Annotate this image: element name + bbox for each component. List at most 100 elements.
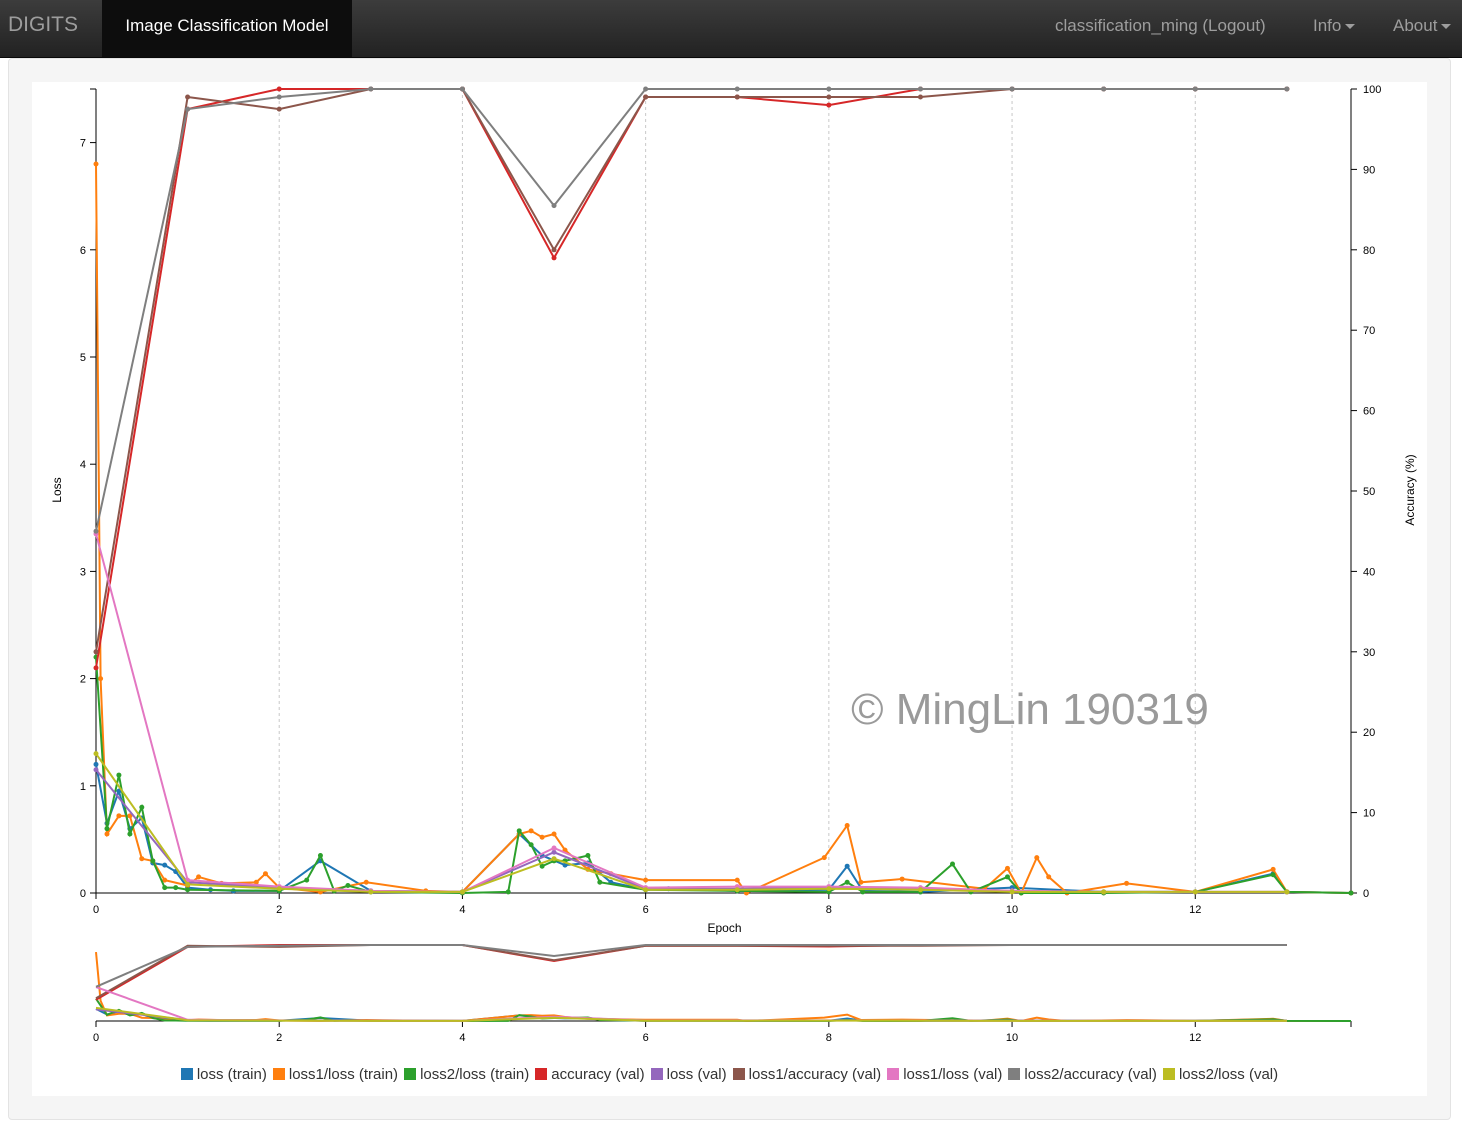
y-left-tick-label: 1 — [80, 781, 86, 793]
data-point — [734, 94, 740, 100]
data-point — [528, 828, 534, 834]
data-point — [1009, 889, 1015, 895]
info-menu-label: Info — [1313, 16, 1342, 35]
x-tick-label: 12 — [1189, 904, 1201, 916]
data-point — [185, 881, 191, 887]
data-point — [116, 788, 122, 794]
legend-item[interactable]: loss (val) — [650, 1066, 727, 1083]
data-point — [1270, 872, 1276, 878]
y-left-tick-label: 3 — [80, 566, 86, 578]
legend-item[interactable]: loss2/loss (val) — [1162, 1066, 1278, 1083]
legend-label: loss1/loss (train) — [288, 1066, 399, 1083]
legend-swatch — [650, 1068, 663, 1080]
data-point — [1046, 874, 1052, 880]
data-point — [860, 889, 866, 895]
legend-item[interactable]: accuracy (val) — [535, 1066, 645, 1083]
data-point — [1101, 889, 1107, 895]
chart-container — [32, 82, 1427, 1096]
x-tick-label: 6 — [643, 904, 649, 916]
context-x-tick-label: 12 — [1189, 1032, 1201, 1044]
series-line — [95, 164, 1352, 896]
data-point — [162, 877, 168, 883]
x-tick-label: 4 — [459, 904, 465, 916]
y-left-tick-label: 2 — [80, 674, 86, 686]
context-x-tick-label: 4 — [459, 1032, 465, 1044]
navbar: DIGITS Image Classification Model classi… — [0, 0, 1462, 58]
data-point — [93, 761, 99, 767]
about-menu[interactable]: About — [1393, 0, 1452, 57]
data-point — [826, 86, 832, 92]
y-left-tick-label: 0 — [80, 888, 86, 900]
data-point — [917, 86, 923, 92]
data-point — [93, 161, 99, 167]
legend-item[interactable]: loss (train) — [180, 1066, 267, 1083]
x-axis-label: Epoch — [707, 921, 741, 935]
info-menu[interactable]: Info — [1313, 0, 1356, 57]
legend-item[interactable]: loss2/accuracy (val) — [1008, 1066, 1157, 1083]
data-point — [1034, 855, 1040, 861]
data-point — [643, 877, 649, 883]
data-point — [551, 845, 557, 851]
legend-item[interactable]: loss1/loss (val) — [887, 1066, 1002, 1083]
data-point — [93, 665, 99, 671]
y-right-tick-label: 10 — [1363, 808, 1375, 820]
data-point — [262, 871, 268, 877]
series-7 — [93, 86, 1290, 534]
y-right-axis-label: Accuracy (%) — [1403, 454, 1417, 525]
data-point — [899, 876, 905, 882]
data-point — [139, 856, 145, 862]
data-point — [551, 255, 557, 261]
x-tick-label: 0 — [93, 904, 99, 916]
user-logout-link[interactable]: classification_ming (Logout) — [1055, 16, 1266, 35]
y-right-tick-label: 100 — [1363, 84, 1381, 96]
brand-logo[interactable]: DIGITS — [8, 13, 79, 36]
data-point — [304, 877, 310, 883]
legend-item[interactable]: loss2/loss (train) — [404, 1066, 529, 1083]
context-x-tick-label: 0 — [93, 1032, 99, 1044]
about-menu-label: About — [1393, 16, 1438, 35]
data-point — [734, 877, 740, 883]
info-caret-icon — [1345, 24, 1356, 30]
data-point — [643, 86, 649, 92]
data-point — [539, 863, 545, 869]
data-point — [551, 203, 557, 209]
y-right-tick-label: 30 — [1363, 647, 1375, 659]
data-point — [844, 879, 850, 885]
x-tick-label: 8 — [826, 904, 832, 916]
series-line — [95, 753, 1287, 893]
data-point — [116, 813, 122, 819]
data-point — [98, 676, 104, 682]
legend-swatch — [887, 1068, 900, 1080]
y-right-tick-label: 90 — [1363, 164, 1375, 176]
legend-item[interactable]: loss1/accuracy (val) — [732, 1066, 881, 1083]
y-right-tick-label: 70 — [1363, 325, 1375, 337]
data-point — [844, 822, 850, 828]
data-point — [858, 879, 864, 885]
context-x-tick-label: 6 — [643, 1032, 649, 1044]
legend-swatch — [404, 1068, 417, 1080]
data-point — [459, 889, 465, 895]
data-point — [734, 887, 740, 893]
data-point — [93, 767, 99, 773]
chart-legend: loss (train) loss1/loss (train) loss2/loss… — [32, 1066, 1427, 1088]
context-series-line-1 — [95, 951, 1352, 1023]
tab-image-classification-model[interactable]: Image Classification Model — [102, 0, 352, 57]
data-point — [1004, 874, 1010, 880]
data-point — [585, 852, 591, 858]
legend-item[interactable]: loss1/loss (train) — [272, 1066, 399, 1083]
context-x-tick-label: 2 — [276, 1032, 282, 1044]
data-point — [950, 861, 956, 867]
series-line — [95, 88, 1287, 532]
data-point — [597, 879, 603, 885]
data-point — [1270, 866, 1276, 872]
y-left-tick-label: 7 — [80, 138, 86, 150]
context-plot: 0 2 4 6 8 10 12 — [93, 944, 1352, 1044]
y-left-tick-label: 5 — [80, 352, 86, 364]
series-0 — [93, 761, 1354, 896]
context-series-line-5 — [95, 944, 1287, 1000]
series-4 — [93, 767, 1290, 895]
series-line — [95, 769, 1287, 893]
y-left-tick-label: 6 — [80, 245, 86, 257]
about-caret-icon — [1441, 24, 1452, 30]
